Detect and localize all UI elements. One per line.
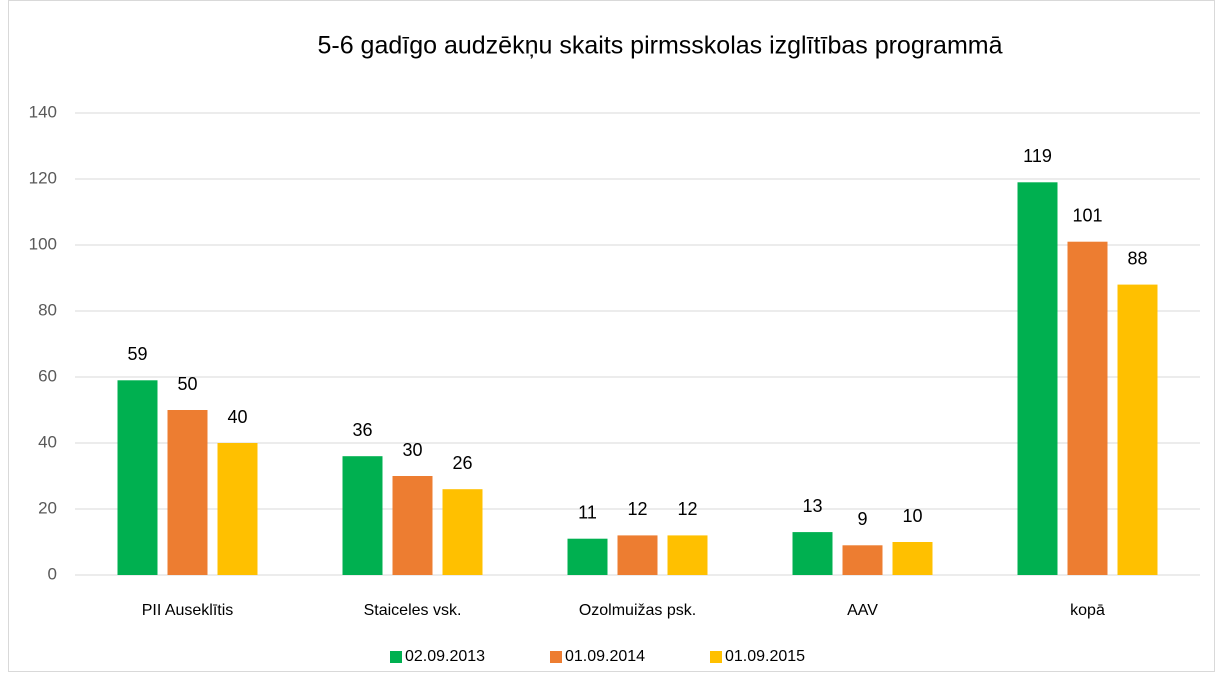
y-tick-label: 40: [38, 432, 57, 451]
chart-title: 5-6 gadīgo audzēkņu skaits pirmsskolas i…: [317, 32, 1002, 60]
y-tick-label: 100: [29, 234, 57, 253]
y-tick-label: 120: [29, 168, 57, 187]
x-tick-label: Staiceles vsk.: [364, 602, 462, 619]
data-label: 13: [802, 496, 822, 516]
data-label: 40: [227, 407, 247, 427]
bar: [392, 476, 433, 575]
bar: [1117, 284, 1158, 575]
bar: [217, 443, 258, 575]
legend-swatch: [710, 651, 722, 663]
bar: [442, 489, 483, 575]
data-label: 12: [627, 499, 647, 519]
y-tick-label: 0: [48, 564, 57, 583]
data-label: 59: [127, 344, 147, 364]
data-label: 11: [578, 502, 597, 522]
chart-border: [8, 0, 1215, 672]
y-tick-label: 80: [38, 300, 57, 319]
x-tick-label: AAV: [847, 602, 878, 619]
data-label: 10: [902, 506, 922, 526]
x-tick-label: PII Auseklītis: [142, 602, 234, 619]
bar: [1017, 182, 1058, 576]
data-label: 36: [352, 420, 372, 440]
data-label: 101: [1072, 205, 1102, 225]
y-tick-label: 20: [38, 498, 57, 517]
bar: [167, 410, 208, 575]
data-label: 30: [402, 440, 422, 460]
data-label: 9: [857, 509, 867, 529]
bar: [892, 542, 933, 575]
y-tick-label: 60: [38, 366, 57, 385]
bar: [117, 380, 158, 575]
data-label: 119: [1023, 146, 1052, 166]
x-tick-label: Ozolmuižas psk.: [579, 602, 696, 619]
bar: [842, 545, 883, 575]
data-label: 12: [677, 499, 697, 519]
bar: [792, 532, 833, 575]
bar: [567, 538, 608, 575]
legend-swatch: [390, 651, 402, 663]
legend-label: 01.09.2014: [565, 648, 645, 665]
data-label: 26: [452, 453, 472, 473]
legend-label: 01.09.2015: [725, 648, 805, 665]
legend-swatch: [550, 651, 562, 663]
bar: [342, 456, 383, 575]
data-label: 50: [177, 374, 197, 394]
bar: [617, 535, 658, 575]
x-tick-label: kopā: [1070, 602, 1105, 619]
data-label: 88: [1127, 248, 1147, 268]
y-tick-label: 140: [29, 102, 57, 121]
bar: [667, 535, 708, 575]
legend-label: 02.09.2013: [405, 648, 485, 665]
bar: [1067, 241, 1108, 575]
